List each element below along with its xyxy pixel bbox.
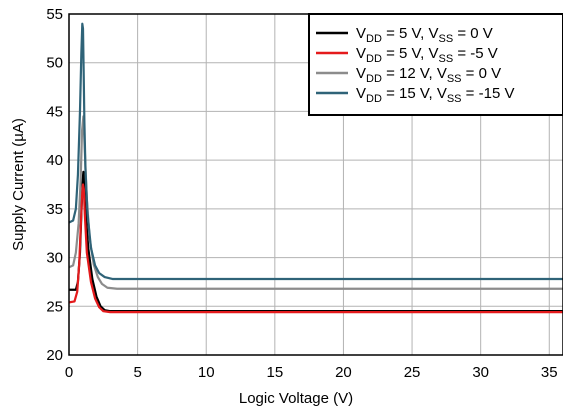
- x-tick-label: 5: [133, 364, 141, 381]
- series-line-4: [68, 22, 563, 281]
- x-tick-label: 20: [335, 364, 352, 381]
- y-tick-label: 50: [46, 55, 63, 72]
- legend-box: [308, 13, 563, 116]
- x-tick-labels: 0 5 10 15 20 25 30 35: [65, 364, 558, 381]
- y-tick-label: 25: [46, 298, 63, 315]
- x-tick-label: 30: [472, 364, 489, 381]
- x-tick-label: 10: [198, 364, 215, 381]
- legend-entry: VDD = 12 V, VSS = 0 V: [356, 65, 501, 85]
- legend-entry: VDD = 15 V, VSS = -15 V: [356, 85, 514, 105]
- y-tick-labels: 20 25 30 35 40 45 50 55: [46, 6, 63, 364]
- series-line-2: [68, 183, 563, 314]
- x-tick-label: 25: [404, 364, 421, 381]
- y-tick-label: 20: [46, 347, 63, 364]
- x-tick-label: 35: [541, 364, 558, 381]
- x-tick-label: 15: [266, 364, 283, 381]
- y-tick-label: 35: [46, 201, 63, 218]
- series-line-3: [68, 115, 563, 290]
- y-tick-label: 55: [46, 6, 63, 23]
- y-tick-label: 30: [46, 250, 63, 267]
- series-line-1: [69, 170, 563, 313]
- legend-entry: VDD = 5 V, VSS = -5 V: [356, 45, 498, 65]
- legend-entry: VDD = 5 V, VSS = 0 V: [356, 25, 493, 45]
- x-axis-label: Logic Voltage (V): [239, 390, 353, 407]
- series-lines: [68, 22, 563, 314]
- y-tick-label: 45: [46, 103, 63, 120]
- x-tick-label: 0: [65, 364, 73, 381]
- y-axis-label: Supply Current (µA): [10, 118, 27, 251]
- y-tick-label: 40: [46, 152, 63, 169]
